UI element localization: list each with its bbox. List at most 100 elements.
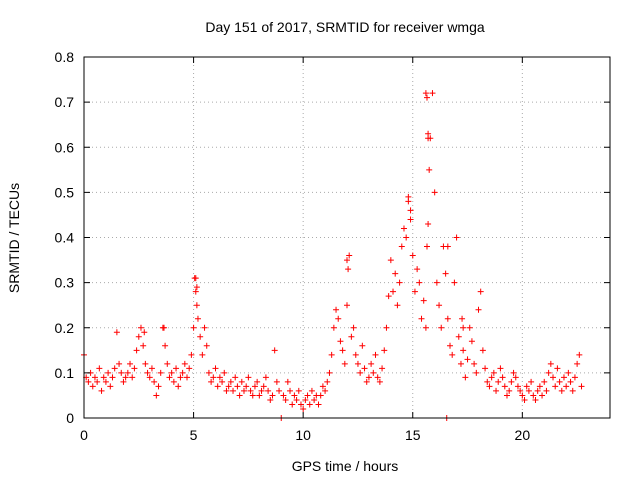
y-tick-label: 0.1	[55, 365, 75, 381]
data-point	[210, 374, 217, 381]
data-point	[462, 374, 469, 381]
data-point	[499, 374, 506, 381]
data-point	[328, 351, 335, 358]
data-point	[466, 324, 473, 331]
y-tick-label: 0.5	[55, 184, 75, 200]
data-point	[449, 351, 456, 358]
data-point	[89, 383, 96, 390]
data-point	[205, 369, 212, 376]
data-point	[273, 378, 280, 385]
data-point	[539, 392, 546, 399]
data-point	[308, 387, 315, 394]
data-point	[315, 401, 322, 408]
data-point	[141, 329, 148, 336]
data-point	[530, 392, 537, 399]
data-point	[354, 360, 361, 367]
data-point	[216, 374, 223, 381]
data-point	[212, 365, 219, 372]
data-point	[276, 387, 283, 394]
data-point	[289, 401, 296, 408]
data-point	[447, 342, 454, 349]
data-point	[94, 378, 101, 385]
y-axis-ticks: 0 0.1 0.2 0.3 0.4 0.5 0.6 0.7 0.8	[55, 49, 610, 426]
data-point	[100, 374, 107, 381]
data-point	[501, 383, 508, 390]
data-point	[160, 324, 167, 331]
data-point	[175, 383, 182, 390]
data-point	[254, 378, 261, 385]
data-point	[324, 378, 331, 385]
data-point	[148, 365, 155, 372]
data-point	[118, 369, 125, 376]
data-point	[105, 369, 112, 376]
data-point	[271, 347, 278, 354]
data-point	[431, 189, 438, 196]
data-point	[146, 374, 153, 381]
data-point	[392, 270, 399, 277]
data-point	[151, 378, 158, 385]
data-point	[190, 324, 197, 331]
data-point	[552, 383, 559, 390]
data-point	[486, 383, 493, 390]
data-point	[497, 365, 504, 372]
data-point	[120, 378, 127, 385]
data-point	[124, 369, 131, 376]
data-point	[425, 135, 432, 142]
data-point	[127, 360, 134, 367]
data-point	[442, 270, 449, 277]
x-axis-ticks: 0 5 10 15 20	[80, 57, 530, 443]
data-point	[503, 392, 510, 399]
data-point	[221, 369, 228, 376]
data-point	[129, 374, 136, 381]
data-point	[468, 338, 475, 345]
grid-lines	[84, 57, 610, 418]
data-point	[155, 383, 162, 390]
data-point	[193, 284, 200, 291]
data-point	[98, 387, 105, 394]
data-point	[219, 378, 226, 385]
data-point	[554, 365, 561, 372]
data-point	[368, 360, 375, 367]
data-point	[560, 374, 567, 381]
data-point	[302, 396, 309, 403]
data-point	[326, 369, 333, 376]
data-point	[346, 252, 353, 259]
data-point	[107, 383, 114, 390]
data-point	[479, 347, 486, 354]
data-point	[457, 360, 464, 367]
data-point	[194, 315, 201, 322]
data-point	[493, 387, 500, 394]
data-point	[482, 365, 489, 372]
data-point	[197, 333, 204, 340]
data-point	[319, 383, 326, 390]
data-point	[379, 365, 386, 372]
data-point	[232, 374, 239, 381]
data-point	[223, 387, 230, 394]
data-point	[201, 324, 208, 331]
data-point	[168, 369, 175, 376]
data-point	[344, 257, 350, 264]
data-point	[534, 387, 541, 394]
data-point	[477, 288, 484, 295]
data-point	[374, 374, 381, 381]
data-point	[426, 166, 433, 173]
data-point	[484, 378, 491, 385]
data-point	[460, 324, 467, 331]
y-tick-label: 0.4	[55, 230, 75, 246]
y-tick-label: 0	[66, 410, 74, 426]
data-point	[488, 374, 495, 381]
data-point	[262, 374, 269, 381]
data-point	[444, 243, 451, 250]
data-point	[433, 279, 440, 286]
data-point	[405, 193, 412, 200]
data-point	[322, 387, 329, 394]
y-tick-label: 0.7	[55, 94, 75, 110]
data-point	[234, 383, 241, 390]
data-point	[199, 351, 206, 358]
y-axis-label: SRMTID / TECUs	[6, 183, 22, 293]
data-point	[247, 387, 254, 394]
data-point	[390, 288, 397, 295]
data-point	[284, 378, 291, 385]
data-point	[311, 396, 318, 403]
